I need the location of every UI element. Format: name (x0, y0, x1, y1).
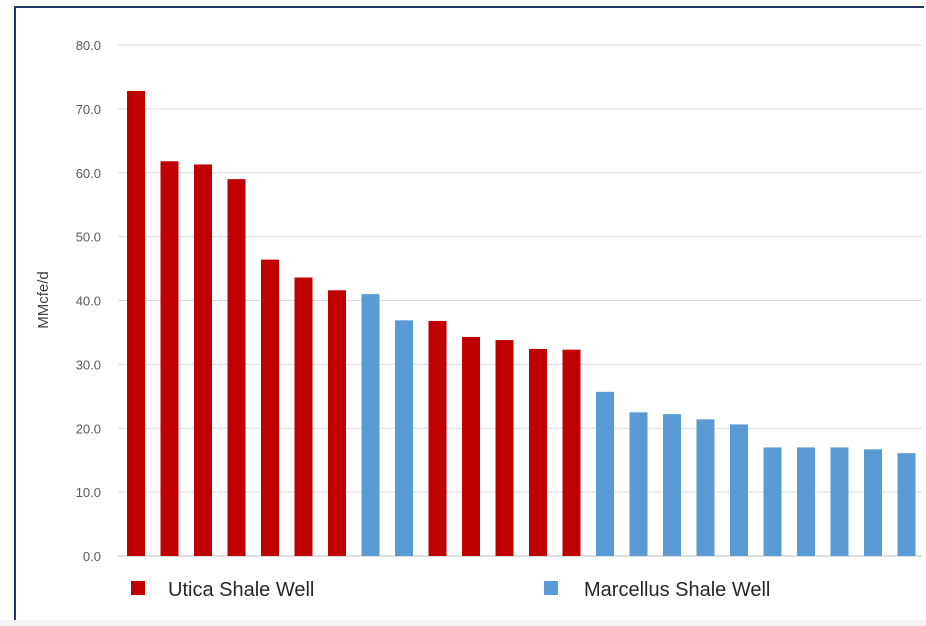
bars (127, 90, 916, 557)
bar-marcellus (596, 391, 614, 556)
gridlines (118, 44, 922, 557)
bar-marcellus (897, 453, 916, 556)
y-tick-label: 0.0 (83, 549, 101, 564)
legend-swatch-utica (131, 581, 145, 595)
y-axis-ticks: 0.0 10.0 20.0 30.0 40.0 50.0 60.0 70.0 80.0 (76, 38, 101, 564)
bar-utica (562, 349, 581, 556)
bar-marcellus (629, 412, 648, 556)
y-tick-label: 20.0 (76, 421, 101, 436)
bar-utica (495, 340, 514, 556)
bar-marcellus (864, 449, 882, 556)
y-tick-label: 40.0 (76, 294, 101, 309)
y-tick-label: 60.0 (76, 166, 101, 181)
bar-marcellus (663, 414, 681, 556)
y-tick-label: 30.0 (76, 357, 101, 372)
bar-utica (261, 259, 279, 556)
bar-marcellus (730, 424, 748, 556)
bar-utica (462, 336, 480, 556)
y-tick-label: 70.0 (76, 102, 101, 117)
bar-marcellus (696, 419, 715, 556)
y-tick-label: 80.0 (76, 38, 101, 53)
legend-label-utica: Utica Shale Well (168, 579, 314, 601)
legend: Utica Shale Well Marcellus Shale Well (131, 579, 770, 601)
bar-marcellus (830, 447, 849, 556)
bar-marcellus (395, 320, 413, 556)
bar-marcellus (361, 294, 380, 556)
bar-utica (160, 161, 179, 556)
y-tick-label: 50.0 (76, 230, 101, 245)
bar-marcellus (797, 447, 815, 556)
bar-utica (529, 349, 547, 556)
y-axis-label: MMcfe/d (35, 271, 52, 329)
bar-utica (227, 179, 246, 556)
legend-swatch-marcellus (544, 581, 558, 595)
bar-marcellus (763, 447, 782, 556)
bar-utica (194, 164, 212, 557)
legend-label-marcellus: Marcellus Shale Well (584, 579, 770, 601)
bottom-strip (0, 620, 926, 626)
bar-utica (127, 90, 145, 557)
bar-utica (328, 290, 346, 556)
chart-frame (14, 6, 924, 620)
bar-utica (294, 277, 313, 556)
bar-utica (428, 320, 447, 556)
y-tick-label: 10.0 (76, 485, 101, 500)
